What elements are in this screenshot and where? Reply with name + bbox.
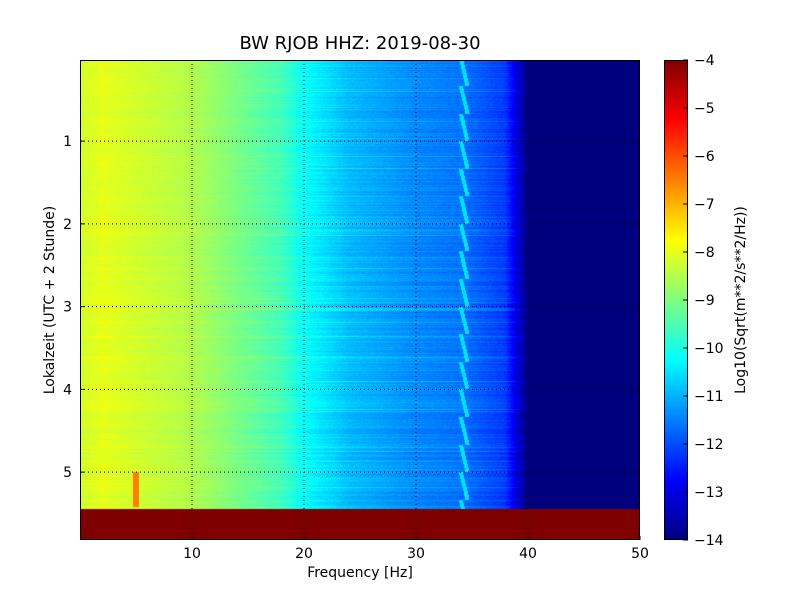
- y-tick-label: 3: [63, 300, 72, 316]
- colorbar-ticks: −4 −5 −6 −7 −8 −9 −10 −11 −12 −13 −14: [683, 53, 724, 549]
- plot-area: [80, 60, 640, 540]
- colorbar-tick-label: −14: [694, 533, 724, 549]
- colorbar-tick-label: −8: [694, 245, 715, 261]
- colorbar-tick-label: −11: [694, 389, 724, 405]
- y-tick-label: 5: [63, 465, 72, 481]
- y-tick-label: 1: [63, 134, 72, 150]
- x-tick-label: 20: [295, 546, 313, 562]
- x-tick-label: 10: [183, 546, 201, 562]
- colorbar-tick-label: −7: [694, 197, 715, 213]
- y-axis-label: Lokalzeit (UTC + 2 Stunde): [42, 206, 58, 395]
- colorbar: −4 −5 −6 −7 −8 −9 −10 −11 −12 −13 −14 Log10(Sqrt(m…: [664, 53, 749, 549]
- x-axis-label: Frequency [Hz]: [307, 565, 413, 581]
- colorbar-tick-label: −13: [694, 485, 724, 501]
- x-axis-ticks: 10 20 30 40 50: [183, 536, 649, 562]
- colorbar-tick-label: −12: [694, 437, 724, 453]
- y-axis-ticks: 1 2 3 4 5: [63, 134, 640, 481]
- colorbar-tick-label: −10: [694, 341, 724, 357]
- grid-lines: [80, 60, 640, 540]
- colorbar-tick-label: −5: [694, 101, 715, 117]
- y-tick-label: 4: [63, 382, 72, 398]
- x-tick-label: 40: [519, 546, 537, 562]
- chart-title: BW RJOB HHZ: 2019-08-30: [239, 33, 480, 54]
- colorbar-tick-label: −9: [694, 293, 715, 309]
- x-tick-label: 50: [631, 546, 649, 562]
- spectrogram-heatmap: [80, 60, 640, 540]
- plot-frame: [80, 60, 640, 540]
- y-tick-label: 2: [63, 217, 72, 233]
- colorbar-label: Log10(Sqrt(m**2/s**2/Hz)): [733, 206, 749, 394]
- colorbar-tick-label: −4: [694, 53, 715, 69]
- colorbar-tick-label: −6: [694, 149, 715, 165]
- x-tick-label: 30: [407, 546, 425, 562]
